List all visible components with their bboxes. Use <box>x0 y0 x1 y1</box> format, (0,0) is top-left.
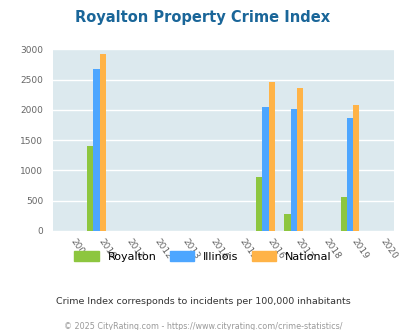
Bar <box>99 54 106 231</box>
Legend: Royalton, Illinois, National: Royalton, Illinois, National <box>70 247 335 267</box>
Bar <box>93 69 99 231</box>
Bar <box>352 105 358 231</box>
Bar <box>296 88 302 231</box>
Bar <box>340 197 346 231</box>
Bar <box>346 118 352 231</box>
Bar <box>268 82 274 231</box>
Text: Royalton Property Crime Index: Royalton Property Crime Index <box>75 10 330 25</box>
Text: © 2025 CityRating.com - https://www.cityrating.com/crime-statistics/: © 2025 CityRating.com - https://www.city… <box>64 322 341 330</box>
Text: Crime Index corresponds to incidents per 100,000 inhabitants: Crime Index corresponds to incidents per… <box>55 297 350 306</box>
Bar <box>290 109 296 231</box>
Bar <box>262 107 268 231</box>
Bar <box>284 214 290 231</box>
Bar <box>87 146 93 231</box>
Bar <box>256 177 262 231</box>
